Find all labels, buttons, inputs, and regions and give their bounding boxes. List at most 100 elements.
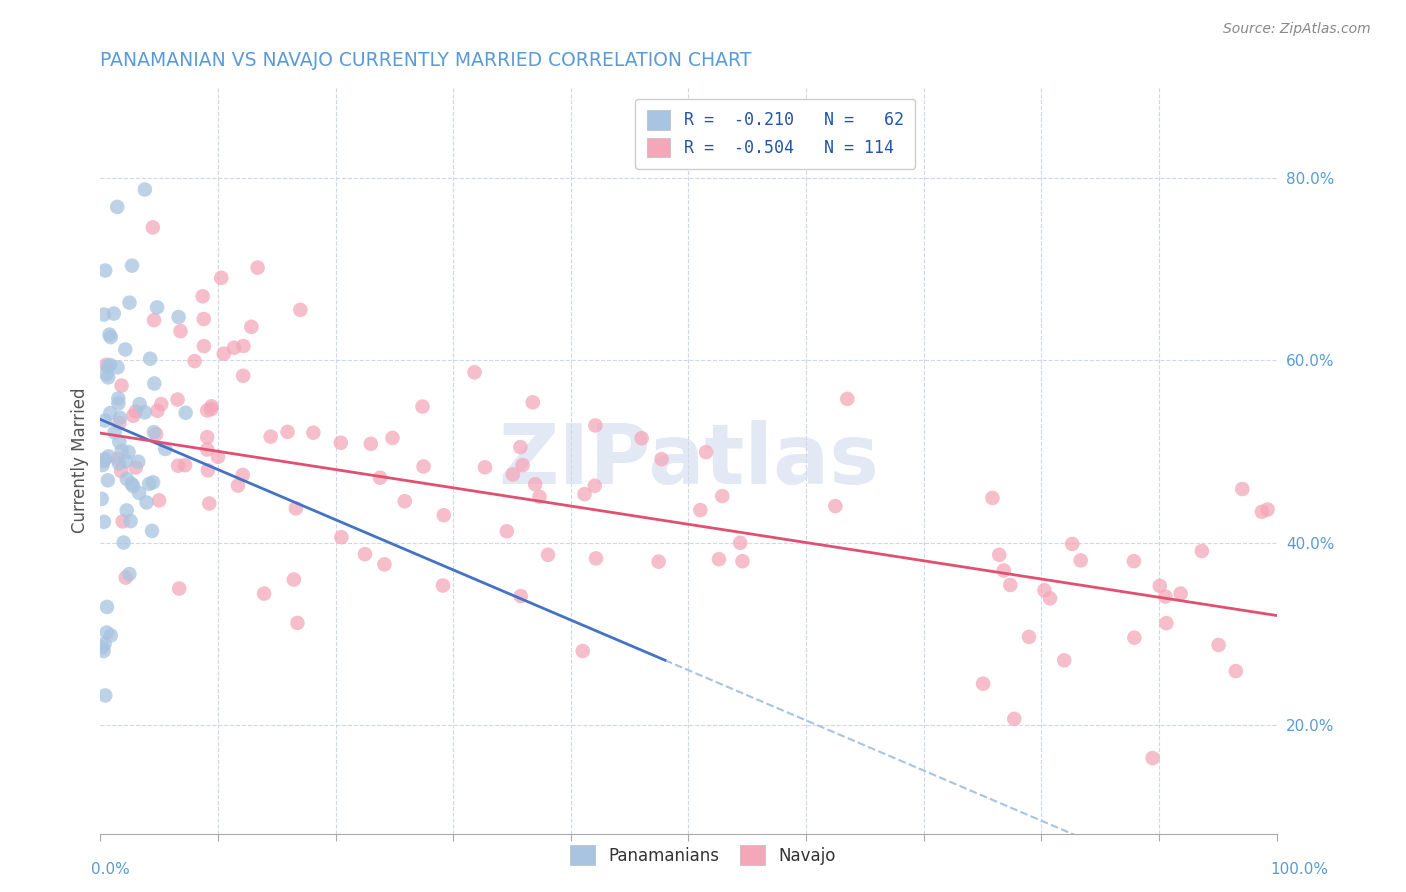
Point	[146, 301, 169, 315]
Point	[93, 637, 115, 651]
Point	[111, 515, 134, 529]
Point	[108, 456, 131, 470]
Point	[411, 400, 433, 414]
Point	[127, 455, 149, 469]
Point	[93, 308, 115, 322]
Point	[222, 341, 245, 355]
Point	[433, 508, 456, 523]
Point	[232, 368, 254, 383]
Point	[731, 554, 754, 568]
Point	[94, 689, 117, 703]
Point	[240, 319, 263, 334]
Point	[96, 599, 118, 614]
Point	[232, 339, 254, 353]
Point	[114, 343, 136, 357]
Point	[143, 376, 166, 391]
Point	[155, 442, 177, 456]
Point	[174, 458, 197, 472]
Point	[524, 477, 547, 491]
Point	[118, 295, 141, 310]
Point	[290, 302, 312, 317]
Point	[394, 494, 416, 508]
Point	[277, 425, 299, 439]
Point	[232, 467, 254, 482]
Point	[128, 397, 150, 411]
Point	[122, 479, 145, 493]
Point	[474, 460, 496, 475]
Point	[837, 392, 859, 406]
Point	[226, 478, 249, 492]
Point	[103, 307, 125, 321]
Point	[110, 464, 132, 478]
Point	[195, 430, 218, 444]
Point	[1156, 616, 1178, 631]
Point	[93, 515, 115, 529]
Point	[110, 378, 132, 392]
Point	[198, 496, 221, 510]
Point	[105, 200, 128, 214]
Point	[114, 454, 136, 468]
Point	[90, 491, 112, 506]
Point	[711, 489, 734, 503]
Point	[1018, 630, 1040, 644]
Point	[509, 440, 531, 454]
Point	[728, 535, 751, 549]
Point	[1208, 638, 1230, 652]
Point	[98, 358, 121, 372]
Point	[142, 220, 165, 235]
Point	[360, 437, 382, 451]
Legend: Panamanians, Navajo: Panamanians, Navajo	[562, 837, 844, 873]
Point	[150, 397, 173, 411]
Point	[368, 471, 391, 485]
Point	[1039, 591, 1062, 606]
Point	[98, 327, 121, 342]
Point	[630, 431, 652, 445]
Point	[412, 459, 434, 474]
Text: PANAMANIAN VS NAVAJO CURRENTLY MARRIED CORRELATION CHART: PANAMANIAN VS NAVAJO CURRENTLY MARRIED C…	[100, 51, 752, 70]
Point	[207, 450, 229, 464]
Point	[146, 403, 169, 417]
Point	[134, 182, 156, 196]
Point	[166, 392, 188, 407]
Point	[432, 578, 454, 592]
Point	[103, 425, 125, 440]
Point	[91, 640, 114, 655]
Point	[142, 475, 165, 490]
Point	[114, 571, 136, 585]
Point	[167, 582, 190, 596]
Text: Source: ZipAtlas.com: Source: ZipAtlas.com	[1223, 22, 1371, 37]
Point	[139, 351, 162, 366]
Point	[195, 403, 218, 417]
Point	[253, 586, 276, 600]
Point	[1142, 751, 1164, 765]
Point	[824, 499, 846, 513]
Point	[97, 450, 120, 464]
Point	[1000, 578, 1022, 592]
Point	[115, 472, 138, 486]
Point	[287, 615, 309, 630]
Point	[169, 324, 191, 338]
Point	[143, 313, 166, 327]
Point	[1232, 482, 1254, 496]
Y-axis label: Currently Married: Currently Married	[72, 388, 89, 533]
Point	[122, 409, 145, 423]
Point	[209, 270, 232, 285]
Point	[246, 260, 269, 275]
Point	[96, 368, 118, 382]
Point	[111, 443, 134, 458]
Point	[195, 442, 218, 457]
Point	[100, 330, 122, 344]
Point	[108, 410, 131, 425]
Point	[1257, 502, 1279, 516]
Point	[97, 370, 120, 384]
Point	[96, 625, 118, 640]
Point	[183, 354, 205, 368]
Point	[128, 486, 150, 500]
Point	[93, 452, 115, 467]
Point	[141, 524, 163, 538]
Point	[260, 430, 283, 444]
Point	[117, 445, 139, 459]
Point	[108, 434, 131, 449]
Text: 100.0%: 100.0%	[1271, 863, 1329, 877]
Point	[1225, 664, 1247, 678]
